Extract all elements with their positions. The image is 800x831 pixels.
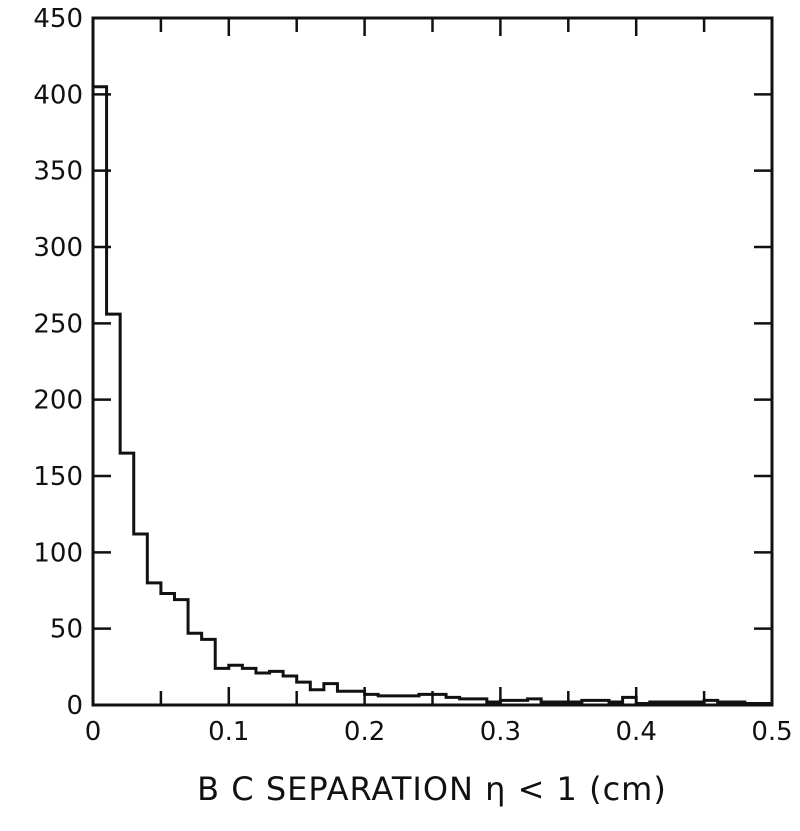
histogram-series	[91, 85, 774, 705]
y-tick-label: 0	[66, 691, 83, 721]
y-tick-label: 100	[33, 538, 83, 568]
y-tick-label: 250	[33, 309, 83, 339]
x-tick-label: 0.2	[344, 717, 385, 747]
y-tick-label: 150	[33, 462, 83, 492]
y-tick-label: 50	[50, 615, 83, 645]
plot-frame	[91, 16, 774, 707]
y-tick-label: 350	[33, 157, 83, 187]
x-tick-label: 0.1	[208, 717, 249, 747]
x-tick-label: 0.3	[480, 717, 521, 747]
tick-labels: 0 0.1 0.2 0.3 0.4 0.5 0 50 100 150 200 250 300 350 400…	[33, 4, 792, 747]
x-axis-title: B C SEPARATION η < 1 (cm)	[197, 770, 667, 808]
x-tick-label: 0.5	[751, 717, 792, 747]
y-tick-label: 300	[33, 233, 83, 263]
x-tick-label: 0.4	[616, 717, 657, 747]
y-tick-label: 200	[33, 386, 83, 416]
axis-ticks	[91, 16, 774, 707]
y-tick-label: 450	[33, 4, 83, 34]
x-tick-label: 0	[85, 717, 102, 747]
y-tick-label: 400	[33, 80, 83, 110]
